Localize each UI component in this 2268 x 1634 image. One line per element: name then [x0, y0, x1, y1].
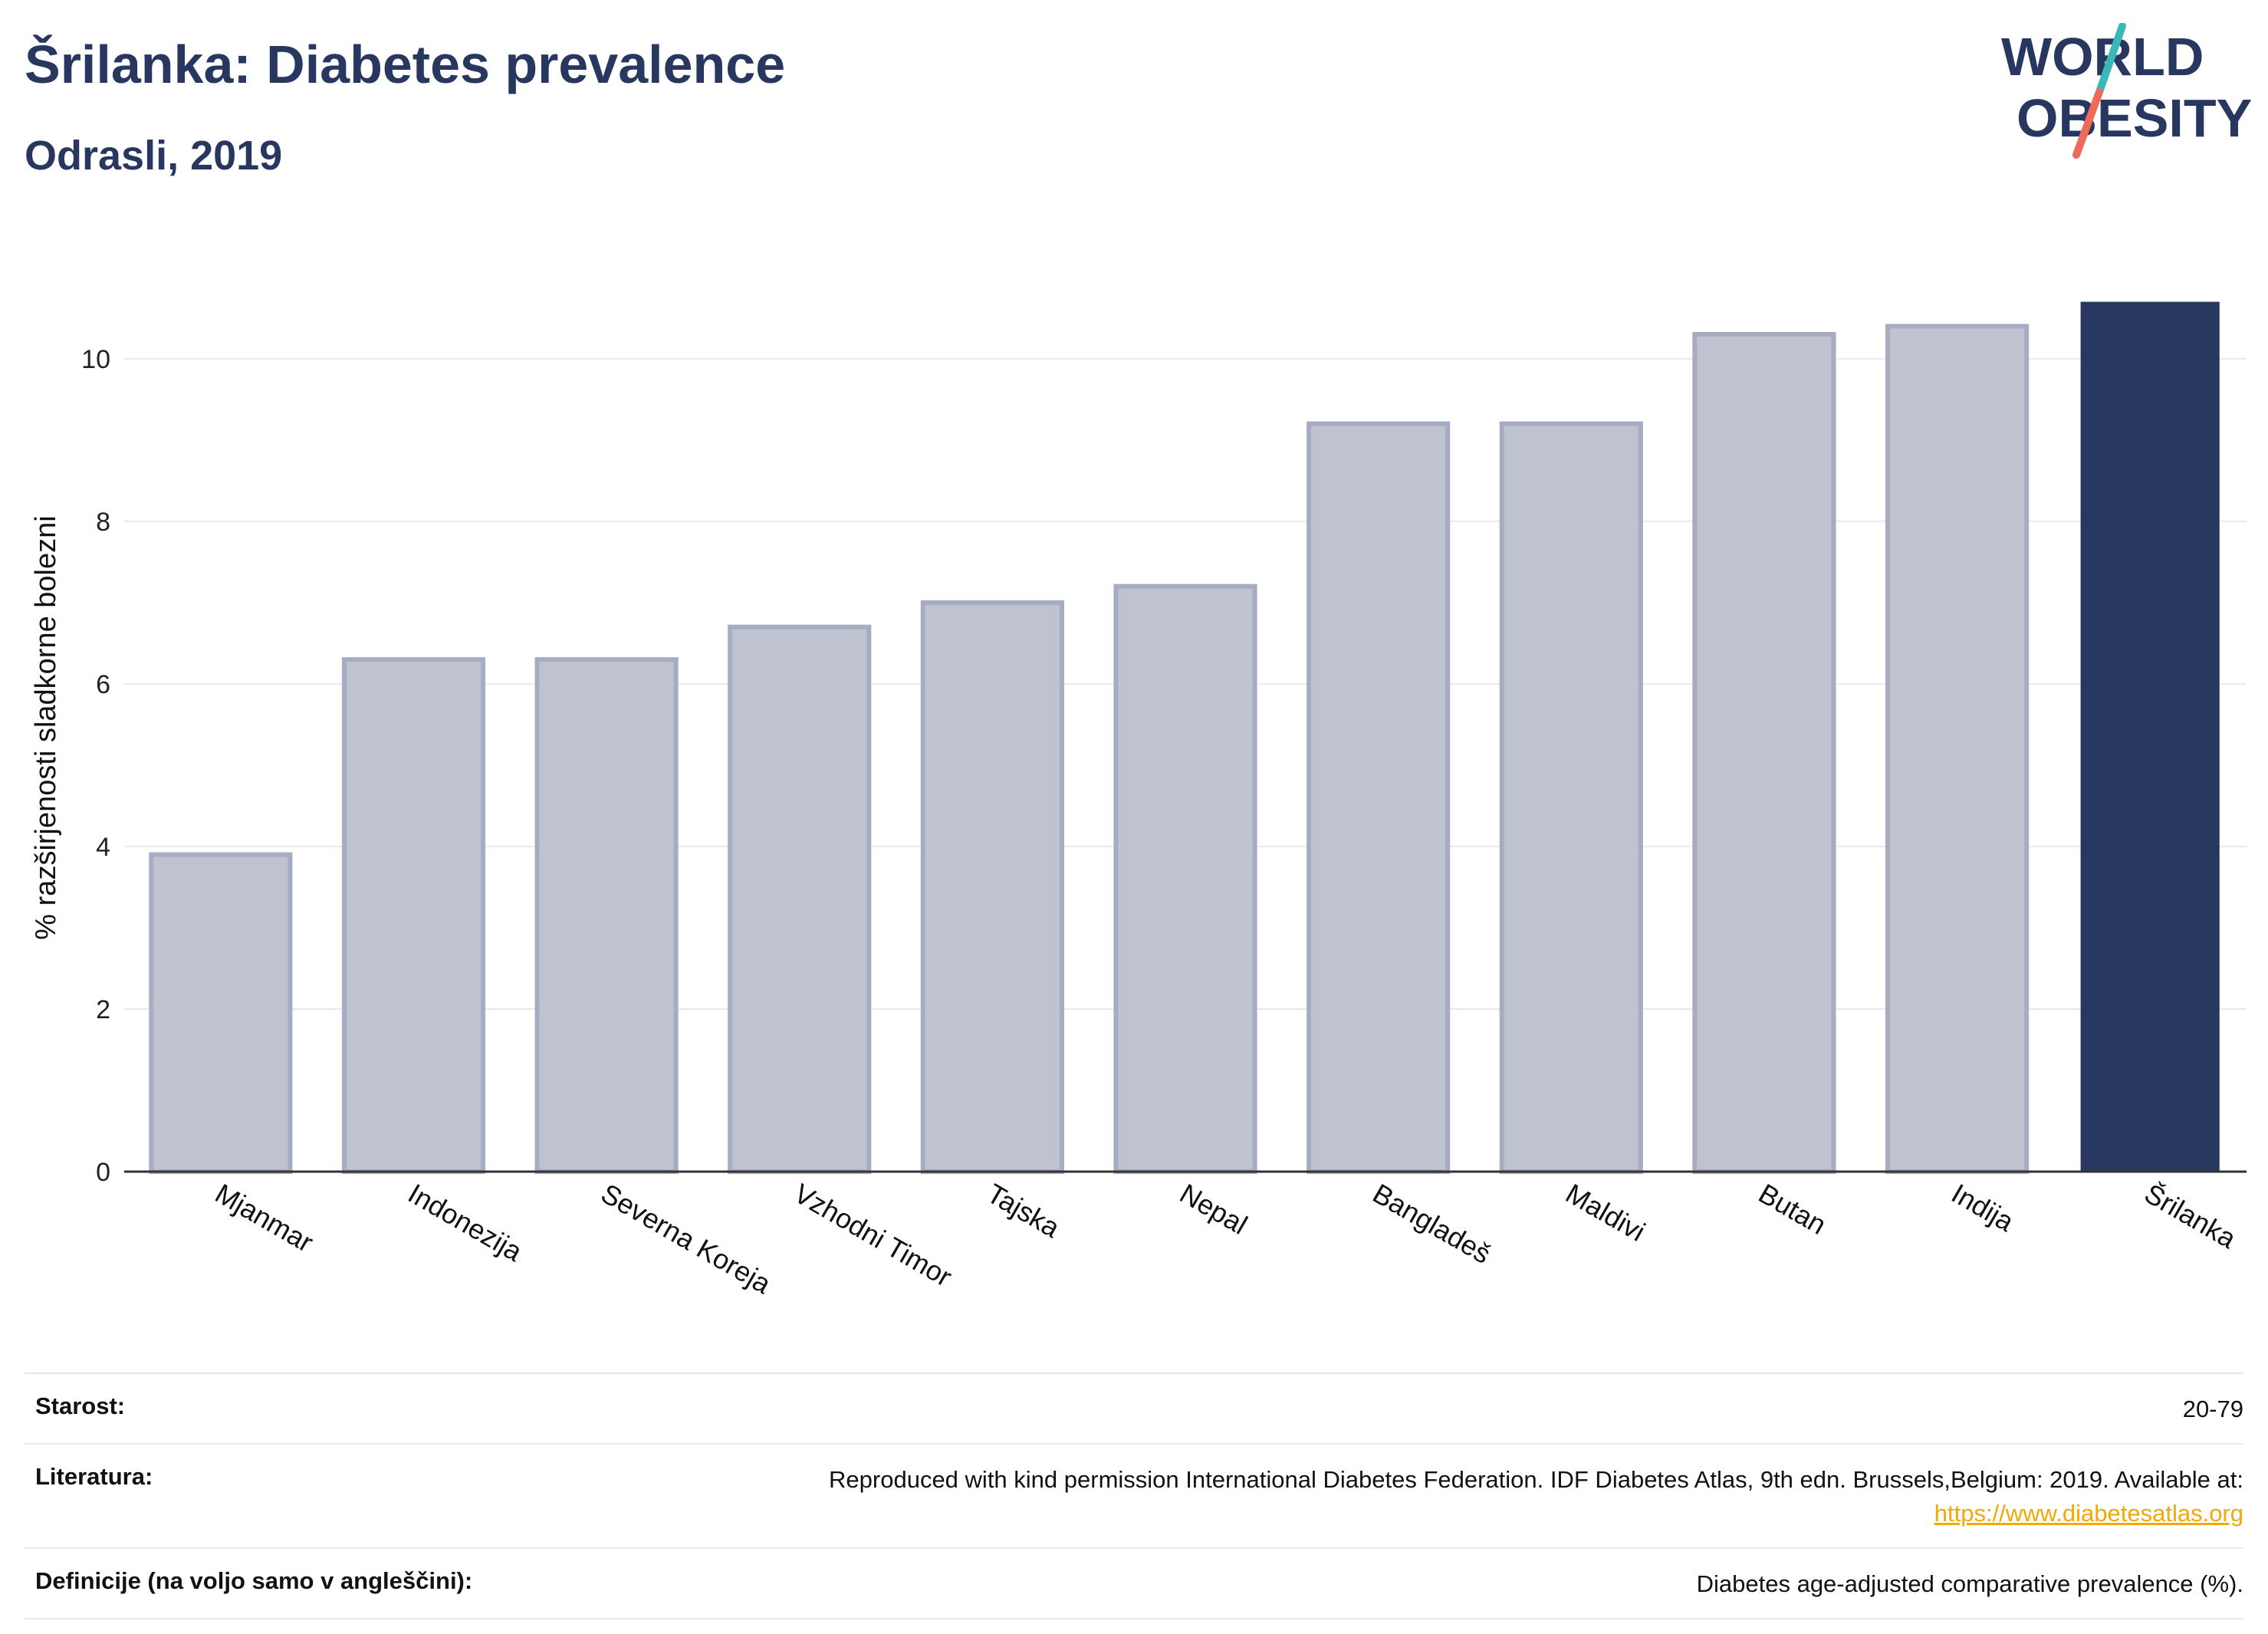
x-tick-label: Bangladeš [1368, 1177, 1497, 1270]
y-tick-label: 0 [96, 1158, 110, 1187]
y-tick-label: 6 [96, 670, 110, 699]
world-obesity-logo: WORLD OBESITY [2001, 23, 2252, 159]
x-tick-label: Vzhodni Timor [789, 1177, 958, 1293]
chart-title: Šrilanka: Diabetes prevalence [25, 35, 786, 94]
definition-label: Definicije (na voljo samo v angleščini): [35, 1567, 473, 1594]
bar-3 [728, 624, 872, 1174]
x-tick-label: Indonezija [403, 1177, 528, 1267]
logo-text-obesity: OBESITY [2017, 88, 2252, 148]
source-link[interactable]: https://www.diabetesatlas.org [1934, 1500, 2243, 1527]
x-tick-label: Nepal [1175, 1177, 1253, 1241]
y-tick-label: 2 [96, 995, 110, 1024]
x-tick-label: Maldivi [1560, 1177, 1651, 1248]
source-value: Reproduced with kind permission Internat… [829, 1463, 2243, 1530]
y-tick-label: 4 [96, 833, 110, 862]
footer-row-age: Starost: 20-79 [25, 1373, 2243, 1443]
bar-8 [1692, 332, 1836, 1174]
bar-10 [2080, 301, 2220, 1172]
source-text: Reproduced with kind permission Internat… [829, 1466, 2243, 1493]
x-tick-label: Šrilanka [2139, 1177, 2242, 1254]
x-tick-label: Butan [1754, 1177, 1832, 1241]
bar-6 [1307, 421, 1451, 1174]
bar-7 [1499, 421, 1643, 1174]
x-tick-label: Indija [1947, 1177, 2020, 1238]
bar-1 [341, 657, 486, 1174]
logo-slash-teal [2095, 23, 2126, 96]
bar-4 [920, 600, 1064, 1174]
chart-subtitle: Odrasli, 2019 [25, 133, 283, 179]
y-tick-label: 10 [81, 345, 110, 374]
chart-footer: Starost: 20-79 Literatura: Reproduced wi… [25, 1373, 2243, 1619]
x-tick-label: Mjanmar [210, 1177, 319, 1258]
x-tick-label: Tajska [981, 1177, 1066, 1244]
bar-chart: 0 2 4 6 8 10 % razširjenosti sladkorne bolezni… [30, 301, 2247, 1300]
source-label: Literatura: [35, 1463, 153, 1490]
bar-5 [1113, 584, 1257, 1174]
footer-row-source: Literatura: Reproduced with kind permiss… [25, 1443, 2243, 1547]
y-tick-label: 8 [96, 508, 110, 537]
age-value: 20-79 [2182, 1396, 2243, 1422]
x-tick-label: Severna Koreja [596, 1177, 777, 1300]
footer-row-definition: Definicije (na voljo samo v angleščini):… [25, 1547, 2243, 1619]
definition-value: Diabetes age-adjusted comparative preval… [1696, 1570, 2243, 1597]
logo-slash-coral [2072, 88, 2103, 159]
age-label: Starost: [35, 1392, 126, 1419]
y-axis-title: % razširjenosti sladkorne bolezni [30, 515, 62, 939]
bar-9 [1885, 324, 2030, 1175]
bar-2 [534, 657, 679, 1174]
bar-0 [149, 852, 293, 1175]
